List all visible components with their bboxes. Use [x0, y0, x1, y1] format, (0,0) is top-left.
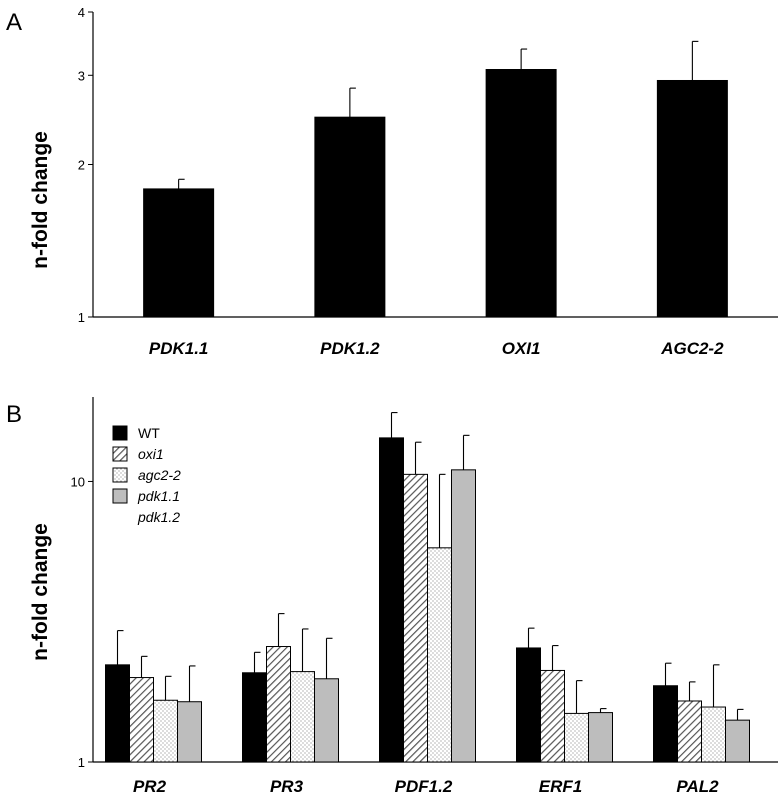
legend-label: pdk1.1 [137, 488, 180, 504]
panel-b-category-label: PDF1.2 [395, 777, 453, 796]
panel-a-category-label: PDK1.1 [149, 339, 209, 358]
panel-a-bar [314, 116, 386, 318]
panel-b-letter: B [6, 401, 22, 428]
panel-b-bar [677, 700, 702, 763]
panel-b-legend: WT oxi1 agc2-2 pdk1.1 pdk1.2 [112, 425, 181, 525]
panel-b-bar [314, 678, 339, 763]
panel-b-bar [242, 672, 267, 763]
panel-b-y-tick-label: 10 [71, 474, 85, 489]
panel-b-bar [451, 469, 476, 763]
legend-swatch [112, 425, 128, 441]
panel-b-bar [153, 699, 178, 763]
panel-a-y-tick-label: 2 [78, 158, 85, 173]
panel-a-category-label: OXI1 [502, 339, 541, 358]
panel-a-category-label: AGC2-2 [660, 339, 724, 358]
panel-b-bar [427, 547, 452, 763]
panel-b-bar [266, 646, 291, 763]
panel-b-bar [403, 473, 428, 763]
panel-b-bar [540, 669, 565, 763]
panel-b-y-axis-label: n-fold change [29, 523, 52, 661]
panel-a-y-axis-label: n-fold change [29, 131, 52, 269]
legend-label: oxi1 [138, 446, 164, 462]
panel-b-bar [516, 647, 541, 763]
panel-b-bar [379, 437, 404, 763]
panel-a-bar [143, 188, 215, 318]
panel-b-bar [177, 701, 202, 763]
legend-label: pdk1.2 [137, 509, 180, 525]
panel-b-bar [725, 719, 750, 763]
panel-b-category-label: ERF1 [539, 777, 582, 796]
legend-label: agc2-2 [138, 467, 181, 483]
panel-a-bar [656, 79, 728, 318]
panel-b-category-label: PR2 [133, 777, 167, 796]
panel-b-bar [701, 706, 726, 763]
panel-a-y-tick-label: 1 [78, 310, 85, 325]
panel-a-y-tick-label: 4 [78, 5, 85, 20]
panel-b-bar [564, 712, 589, 763]
panel-b-bar [290, 671, 315, 763]
panel-a-letter: A [6, 9, 22, 36]
panel-b-bar [588, 712, 613, 763]
panel-a-bar [485, 69, 557, 318]
panel-b-bar [129, 677, 154, 763]
panel-b-y-tick-label: 1 [78, 755, 85, 770]
panel-b-bar [653, 685, 678, 763]
panel-a-chart: A n-fold change 1 2 3 4 PDK1.1 PDK1.2 OXI1 AGC… [6, 5, 778, 358]
panel-b-category-label: PAL2 [676, 777, 719, 796]
legend-label: WT [138, 425, 160, 441]
legend-swatch [112, 488, 128, 504]
panel-a-category-label: PDK1.2 [320, 339, 380, 358]
panel-a-y-tick-label: 3 [78, 68, 85, 83]
legend-swatch [112, 467, 128, 483]
panel-b-category-label: PR3 [270, 777, 304, 796]
panel-b-chart: B n-fold change 1 10 PR2 PR3 PDF1.2 ERF1 PAL2… [6, 397, 778, 796]
panel-b-bar [105, 664, 130, 763]
legend-swatch [112, 446, 128, 462]
